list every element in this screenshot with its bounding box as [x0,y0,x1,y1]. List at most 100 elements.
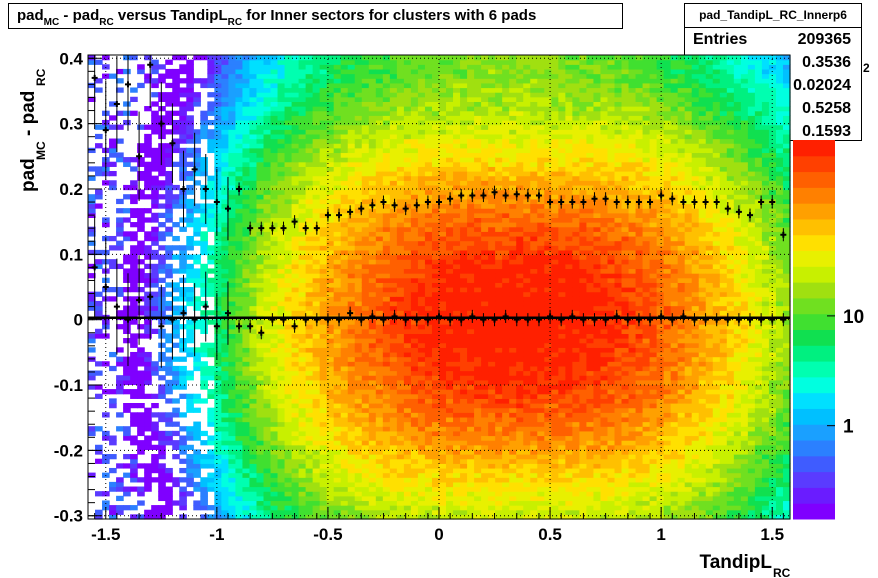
heatmap-cell [144,138,152,144]
heatmap-cell [305,171,314,177]
heatmap-cell [186,96,194,102]
heatmap-cell [179,449,187,455]
heatmap-cell [193,180,201,186]
heatmap-cell [284,198,293,205]
heatmap-cell [467,477,475,483]
heatmap-cell [137,259,145,265]
heatmap-cell [291,259,300,265]
heatmap-cell [417,305,426,311]
heatmap-cell [431,305,440,311]
heatmap-cell [403,175,412,181]
heatmap-cell [403,64,412,70]
heatmap-cell [179,458,187,464]
heatmap-cell [326,143,335,149]
heatmap-cell [354,361,363,367]
heatmap-cell [214,296,222,302]
heatmap-cell [460,477,468,483]
heatmap-cell [144,328,152,334]
heatmap-cell [410,124,419,130]
heatmap-cell [333,222,342,228]
heatmap-cell [221,180,229,186]
heatmap-cell [396,55,405,61]
heatmap-cell [347,342,356,348]
heatmap-cell [172,73,180,79]
heatmap-cell [474,467,482,474]
heatmap-cell [431,245,440,251]
heatmap-cell [481,430,489,437]
heatmap-cell [439,277,447,283]
heatmap-cell [382,351,391,358]
heatmap-cell [137,147,145,154]
heatmap-cell [88,82,96,89]
heatmap-cell [354,467,363,474]
heatmap-cell [270,55,279,61]
heatmap-cell [431,328,440,334]
heatmap-cell [453,287,461,293]
heatmap-cell [228,189,237,195]
heatmap-cell [144,310,152,316]
heatmap-cell [249,481,258,488]
heatmap-cell [354,305,363,311]
heatmap-cell [488,495,496,502]
heatmap-cell [460,240,468,246]
heatmap-cell [263,55,272,61]
heatmap-cell [144,184,152,191]
heatmap-cell [277,194,286,200]
heatmap-cell [172,342,180,348]
heatmap-cell [431,115,440,121]
heatmap-cell [460,495,468,502]
heatmap-cell [144,426,152,432]
heatmap-cell [116,486,124,492]
heatmap-cell [214,245,222,251]
heatmap-cell [467,328,475,334]
heatmap-cell [340,389,349,395]
heatmap-cell [410,166,419,172]
heatmap-cell [460,319,468,325]
heatmap-cell [467,500,475,506]
heatmap-cell [453,486,461,492]
heatmap-cell [249,384,258,390]
heatmap-cell [361,449,370,455]
heatmap-cell [368,356,377,362]
heatmap-cell [109,245,117,251]
heatmap-cell [453,421,461,427]
heatmap-cell [488,110,496,116]
heatmap-cell [270,157,279,163]
heatmap-cell [403,106,412,112]
heatmap-cell [165,305,173,311]
heatmap-cell [403,454,412,460]
heatmap-cell [431,449,440,455]
heatmap-cell [270,416,279,423]
heatmap-cell [277,240,286,246]
heatmap-cell [186,463,194,469]
heatmap-cell [467,486,475,492]
heatmap-cell [116,347,124,353]
heatmap-cell [284,277,293,283]
heatmap-cell [291,157,300,163]
heatmap-cell [249,407,258,413]
heatmap-cell [417,412,426,418]
heatmap-cell [474,245,482,251]
heatmap-cell [396,106,405,112]
heatmap-cell [424,370,433,376]
heatmap-cell [158,245,166,251]
heatmap-cell [256,208,265,214]
heatmap-cell [298,133,307,140]
heatmap-cell [312,444,321,450]
heatmap-cell [242,342,251,348]
heatmap-cell [389,249,398,256]
heatmap-cell [228,78,237,84]
heatmap-cell [389,268,398,274]
heatmap-cell [319,403,328,409]
heatmap-cell [207,505,215,511]
heatmap-cell [256,305,265,311]
heatmap-cell [333,64,342,70]
heatmap-cell [165,505,173,511]
heatmap-cell [165,370,173,376]
heatmap-cell [221,147,229,154]
heatmap-cell [263,338,272,344]
heatmap-cell [144,55,152,61]
heatmap-cell [403,222,412,228]
heatmap-cell [488,68,496,75]
heatmap-cell [375,389,384,395]
